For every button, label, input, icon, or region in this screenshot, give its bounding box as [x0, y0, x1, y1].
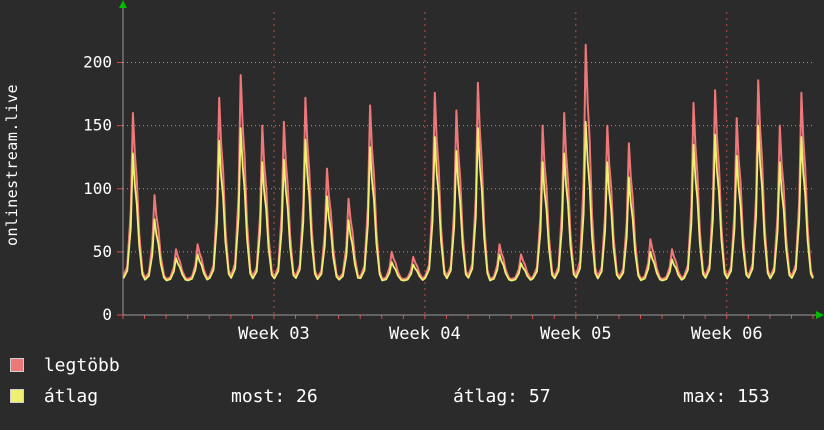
y-axis-label: 150 — [83, 116, 112, 135]
legend-label-atlag: átlag — [43, 386, 99, 407]
legend-row-atlag: átlag most: 26 átlag: 57 max: 153 — [0, 383, 824, 414]
legend: legtöbb átlag most: 26 átlag: 57 max: 15… — [0, 352, 824, 414]
y-axis-label: 50 — [93, 242, 112, 261]
stat-most: most: 26 — [231, 386, 318, 407]
series-atlag-line — [122, 120, 814, 282]
legend-row-legtobb: legtöbb — [0, 352, 824, 383]
y-axis-label: 200 — [83, 53, 112, 72]
stat-max: max: 153 — [683, 386, 770, 407]
x-axis-label: Week 05 — [540, 324, 612, 344]
x-axis-label: Week 03 — [238, 324, 310, 344]
y-axis-label: 100 — [83, 179, 112, 198]
stat-atlag: átlag: 57 — [453, 386, 551, 407]
series-legtobb-line — [122, 43, 814, 281]
legend-swatch-atlag — [10, 389, 24, 403]
y-axis-arrow — [119, 0, 127, 8]
x-axis-arrow — [816, 311, 824, 319]
x-axis-label: Week 04 — [389, 324, 461, 344]
legend-label-legtobb: legtöbb — [43, 355, 120, 376]
time-series-chart: 0 50 100 150 200 Week 03 Week 04 Week 05 Week 06 — [83, 0, 824, 344]
legend-swatch-legtobb — [10, 358, 24, 372]
x-axis-label: Week 06 — [691, 324, 763, 344]
y-axis-label: 0 — [102, 305, 112, 324]
